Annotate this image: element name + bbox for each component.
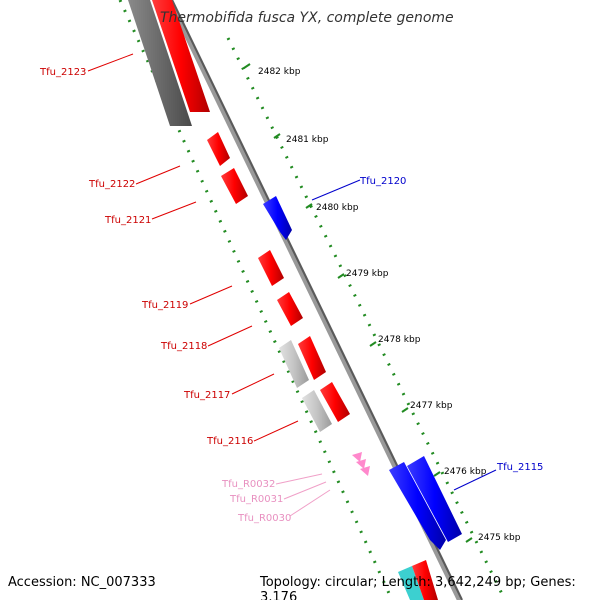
pseudo-gene-upper[interactable] <box>279 340 309 388</box>
tick-label: 2478 kbp <box>378 335 421 345</box>
gene-block-tfu-2122[interactable] <box>207 132 230 166</box>
gene-leader-lines <box>87 53 497 517</box>
gene-block-tfu-2119[interactable] <box>258 250 284 286</box>
gene-label-tfu-2121[interactable]: Tfu_2121 <box>104 215 151 226</box>
genome-title: Thermobifida fusca YX, complete genome <box>160 10 454 26</box>
gene-label-tfu-2116[interactable]: Tfu_2116 <box>206 436 253 447</box>
gene-label-tfu-2119[interactable]: Tfu_2119 <box>141 300 188 311</box>
gene-block-tfu-2120[interactable] <box>263 196 292 240</box>
rna-feature-r0032[interactable] <box>352 452 362 462</box>
rna-feature-r0030[interactable] <box>360 466 370 476</box>
rna-feature-r0031[interactable] <box>356 459 366 469</box>
gene-label-tfu-2118[interactable]: Tfu_2118 <box>160 341 207 352</box>
tick-label: 2482 kbp <box>258 67 301 77</box>
gene-block-tfu-2115-a[interactable] <box>389 462 446 550</box>
gene-label-tfu-r0031[interactable]: Tfu_R0031 <box>229 494 283 505</box>
tick-labels: 2482 kbp 2481 kbp 2480 kbp 2479 kbp 2478… <box>258 67 521 543</box>
gene-block-tfu-2116[interactable] <box>320 382 350 422</box>
gene-label-tfu-2115[interactable]: Tfu_2115 <box>496 462 543 473</box>
feature-cyan-bottom[interactable] <box>398 566 424 600</box>
tick-label: 2475 kbp <box>478 533 521 543</box>
gene-label-tfu-r0032[interactable]: Tfu_R0032 <box>221 479 275 490</box>
gene-label-tfu-2122[interactable]: Tfu_2122 <box>88 179 135 190</box>
tick-label: 2476 kbp <box>444 467 487 477</box>
gene-block-tfu-2121[interactable] <box>221 168 248 204</box>
gene-block-tfu-2123[interactable] <box>152 0 210 112</box>
gene-label-tfu-r0030[interactable]: Tfu_R0030 <box>237 513 291 524</box>
gene-block-tfu-2117[interactable] <box>298 336 326 380</box>
tick-label: 2481 kbp <box>286 135 329 145</box>
gene-label-tfu-2117[interactable]: Tfu_2117 <box>183 390 230 401</box>
gene-block-tfu-2118[interactable] <box>277 292 303 326</box>
gene-block-tfu-2115-b[interactable] <box>407 456 462 542</box>
tick-marks <box>243 63 473 543</box>
genome-summary-text: Topology: circular; Length: 3,642,249 bp… <box>260 575 576 600</box>
tick-label: 2477 kbp <box>410 401 453 411</box>
feature-red-bottom[interactable] <box>412 560 438 600</box>
feature-grey-large[interactable] <box>128 0 192 126</box>
pseudo-gene-lower[interactable] <box>302 390 332 432</box>
tick-label: 2480 kbp <box>316 203 359 213</box>
gene-label-tfu-2120[interactable]: Tfu_2120 <box>359 176 406 187</box>
gene-label-tfu-2123[interactable]: Tfu_2123 <box>39 67 86 78</box>
accession-text: Accession: NC_007333 <box>8 575 156 590</box>
tick-label: 2479 kbp <box>346 269 389 279</box>
